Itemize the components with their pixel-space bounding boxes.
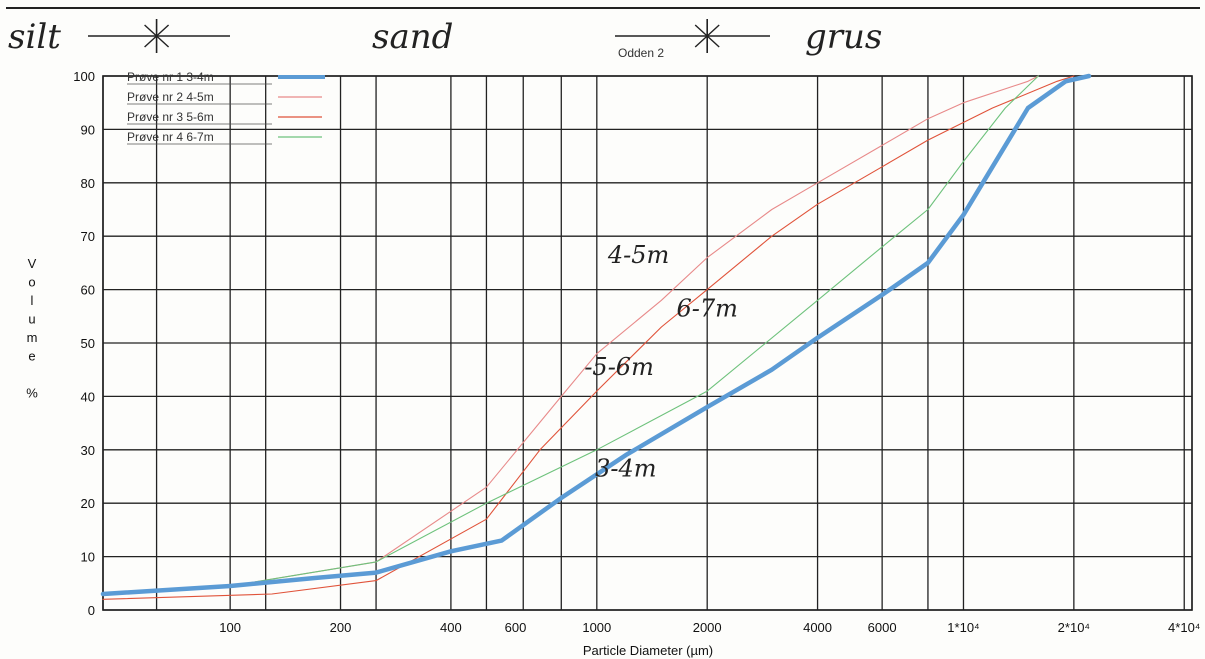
y-axis-label-letter: e [28, 349, 35, 364]
boundary-cross [694, 24, 720, 48]
x-tick-label: 6000 [868, 620, 897, 635]
grus-label: grus [805, 17, 882, 57]
y-tick-label: 100 [73, 69, 95, 84]
annotation-label: 4-5m [607, 241, 669, 269]
series-line [100, 73, 1092, 597]
y-axis-label-letter: u [28, 312, 35, 327]
legend-label: Prøve nr 2 4-5m [127, 90, 214, 104]
x-axis-label: Particle Diameter (µm) [583, 643, 713, 658]
legend-label: Prøve nr 4 6-7m [127, 130, 214, 144]
y-tick-label: 20 [81, 496, 95, 511]
x-tick-label: 100 [219, 620, 241, 635]
legend-label: Prøve nr 3 5-6m [127, 110, 214, 124]
x-tick-label: 4*10⁴ [1168, 620, 1200, 635]
series-line [102, 75, 1039, 595]
series-line [102, 75, 1039, 595]
x-tick-label: 2*10⁴ [1058, 620, 1090, 635]
y-axis-label-letter: o [28, 275, 35, 290]
silt-label: silt [8, 17, 61, 57]
y-tick-label: 90 [81, 122, 95, 137]
legend: Prøve nr 1 3-4m Prøve nr 2 4-5m Prøve nr 3… [127, 70, 325, 145]
x-tick-labels: 100 200 400 600 1000 2000 4000 6000 1*10⁴ 2*10⁴ 4*… [219, 620, 1200, 635]
y-axis-label-letter: l [31, 293, 34, 308]
y-tick-label: 30 [81, 443, 95, 458]
legend-label: Prøve nr 1 3-4m [127, 70, 214, 84]
annotation-label: -5-6m [584, 353, 654, 381]
y-axis-label-letter: m [27, 330, 38, 345]
fraction-boundary-marks [88, 19, 770, 53]
sand-label: sand [372, 17, 453, 57]
grid [102, 75, 1193, 611]
y-tick-label: 0 [88, 603, 95, 618]
y-tick-label: 50 [81, 336, 95, 351]
y-tick-label: 70 [81, 229, 95, 244]
x-tick-label: 1*10⁴ [947, 620, 979, 635]
y-axis-label-letter: V [28, 256, 37, 271]
x-tick-label: 200 [330, 620, 352, 635]
annotation-label: 6-7m [676, 294, 737, 322]
y-tick-label: 10 [81, 550, 95, 565]
y-tick-label: 80 [81, 176, 95, 191]
y-tick-label: 60 [81, 283, 95, 298]
data-series [100, 73, 1092, 600]
y-axis-label-letter: % [26, 386, 38, 401]
x-tick-label: 400 [440, 620, 462, 635]
boundary-cross [144, 24, 170, 48]
y-tick-labels: 0 10 20 30 40 50 60 70 80 90 100 [73, 69, 95, 618]
x-tick-label: 600 [505, 620, 527, 635]
x-tick-label: 4000 [803, 620, 832, 635]
annotation-label: 3-4m [595, 455, 656, 483]
x-tick-label: 1000 [582, 620, 611, 635]
x-tick-label: 2000 [693, 620, 722, 635]
handwritten-annotations: 4-5m6-7m -5-6m 3-4m [584, 241, 738, 483]
y-tick-label: 40 [81, 389, 95, 404]
site-label: Odden 2 [618, 46, 664, 60]
